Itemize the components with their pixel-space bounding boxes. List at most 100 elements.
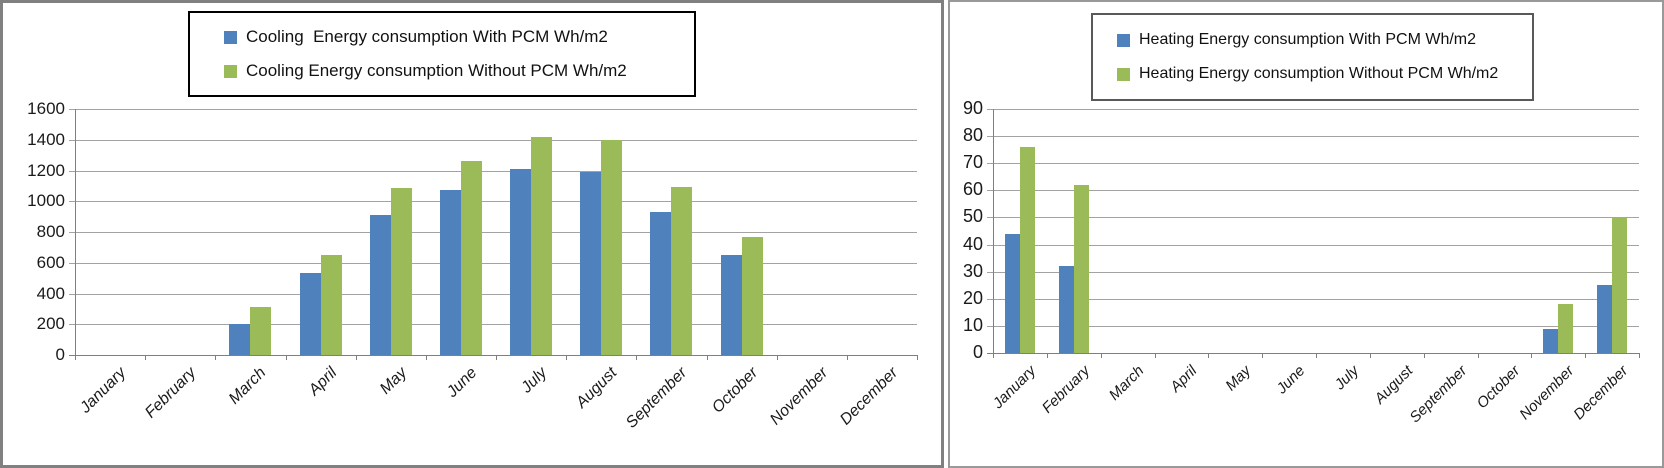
x-axis-tick	[993, 353, 994, 358]
x-axis-tick	[215, 355, 216, 360]
legend-label-heating-without-pcm: Heating Energy consumption Without PCM W…	[1139, 65, 1499, 82]
heating-chart-panel: Heating Energy consumption With PCM Wh/m…	[948, 0, 1664, 468]
blue-series-swatch-icon	[1117, 33, 1130, 47]
x-axis-tick	[566, 355, 567, 360]
bar-december-with-pcm	[1597, 285, 1612, 353]
bar-may-with-pcm	[370, 215, 391, 355]
bar-july-with-pcm	[510, 169, 531, 355]
y-tick-label: 10	[962, 315, 983, 335]
y-tick-label: 30	[962, 261, 983, 281]
gridline	[69, 324, 917, 325]
gridline	[69, 294, 917, 295]
x-axis-line	[69, 355, 917, 356]
cooling-legend: Cooling Energy consumption With PCM Wh/m…	[188, 11, 696, 97]
y-tick-label: 400	[36, 284, 65, 303]
gridline	[987, 272, 1639, 273]
bar-april-without-pcm	[321, 255, 342, 355]
legend-row-heating-with-pcm: Heating Energy consumption With PCM Wh/m…	[1117, 31, 1532, 49]
y-tick-label: 20	[962, 288, 983, 308]
gridline	[69, 232, 917, 233]
x-axis-tick	[1316, 353, 1317, 358]
bar-april-with-pcm	[300, 272, 321, 355]
y-tick-label: 90	[962, 98, 983, 118]
bar-november-with-pcm	[1543, 328, 1558, 353]
x-axis-tick	[496, 355, 497, 360]
gridline	[987, 299, 1639, 300]
gridline	[987, 245, 1639, 246]
legend-row-cooling-without-pcm: Cooling Energy consumption Without PCM W…	[224, 61, 694, 81]
gridline	[987, 136, 1639, 137]
cooling-chart-panel: Cooling Energy consumption With PCM Wh/m…	[0, 0, 944, 468]
bar-august-without-pcm	[601, 139, 622, 356]
x-axis-tick	[1101, 353, 1102, 358]
x-axis-tick	[286, 355, 287, 360]
heating-plot-area: 0 10 20 30 40 50 60 70 80 90 January February March A…	[950, 2, 1662, 466]
x-axis-tick	[1531, 353, 1532, 358]
x-axis-tick	[1047, 353, 1048, 358]
bar-may-without-pcm	[391, 188, 412, 355]
x-axis-tick	[1424, 353, 1425, 358]
x-axis-tick	[1478, 353, 1479, 358]
green-series-swatch-icon	[1117, 67, 1130, 81]
x-axis-tick	[917, 355, 918, 360]
green-series-swatch-icon	[224, 64, 237, 78]
bar-june-without-pcm	[461, 160, 482, 355]
y-tick-label: 200	[36, 314, 65, 333]
x-axis-tick	[1262, 353, 1263, 358]
x-axis-tick	[1639, 353, 1640, 358]
y-tick-label: 1000	[27, 191, 65, 210]
y-tick-label: 0	[55, 345, 65, 364]
bar-october-without-pcm	[742, 237, 763, 355]
gridline	[69, 201, 917, 202]
legend-label-heating-with-pcm: Heating Energy consumption With PCM Wh/m…	[1139, 31, 1477, 48]
x-axis-tick	[636, 355, 637, 360]
gridline	[987, 217, 1639, 218]
y-tick-label: 70	[962, 152, 983, 172]
x-axis-tick	[1208, 353, 1209, 358]
y-tick-label: 1600	[27, 99, 65, 118]
gridline	[987, 190, 1639, 191]
y-tick-label: 0	[972, 342, 983, 362]
y-tick-label: 1400	[27, 130, 65, 149]
gridline	[987, 109, 1639, 110]
bar-january-with-pcm	[1005, 233, 1020, 353]
legend-row-cooling-with-pcm: Cooling Energy consumption With PCM Wh/m…	[224, 27, 694, 47]
blue-series-swatch-icon	[224, 30, 237, 44]
bar-december-without-pcm	[1612, 217, 1627, 353]
x-axis-tick	[1155, 353, 1156, 358]
x-axis-tick	[75, 355, 76, 360]
x-axis-tick	[426, 355, 427, 360]
y-tick-label: 80	[962, 125, 983, 145]
bar-february-without-pcm	[1074, 184, 1089, 353]
heating-legend: Heating Energy consumption With PCM Wh/m…	[1091, 13, 1534, 101]
y-tick-label: 60	[962, 179, 983, 199]
legend-label-cooling-without-pcm: Cooling Energy consumption Without PCM W…	[246, 61, 627, 80]
gridline	[987, 163, 1639, 164]
bar-november-without-pcm	[1558, 304, 1573, 353]
y-tick-label: 50	[962, 206, 983, 226]
gridline	[69, 171, 917, 172]
gridline	[69, 140, 917, 141]
y-tick-label: 40	[962, 234, 983, 254]
bar-january-without-pcm	[1020, 147, 1035, 353]
x-axis-tick	[145, 355, 146, 360]
y-axis-line	[993, 109, 994, 353]
y-tick-label: 600	[36, 253, 65, 272]
x-axis-tick	[777, 355, 778, 360]
x-axis-tick	[1370, 353, 1371, 358]
bar-august-with-pcm	[580, 172, 601, 355]
bar-october-with-pcm	[721, 255, 742, 355]
x-axis-tick	[847, 355, 848, 360]
x-axis-tick	[356, 355, 357, 360]
gridline	[987, 326, 1639, 327]
bar-february-with-pcm	[1059, 266, 1074, 353]
bar-june-with-pcm	[440, 189, 461, 355]
y-tick-label: 800	[36, 222, 65, 241]
cooling-plot-area: 0 200 400 600 800 1000 1200 1400 1600 January Febr…	[3, 3, 941, 465]
bar-march-without-pcm	[250, 306, 271, 355]
bar-march-with-pcm	[229, 324, 250, 356]
bar-september-with-pcm	[650, 212, 671, 355]
x-axis-tick	[1585, 353, 1586, 358]
x-axis-tick	[707, 355, 708, 360]
